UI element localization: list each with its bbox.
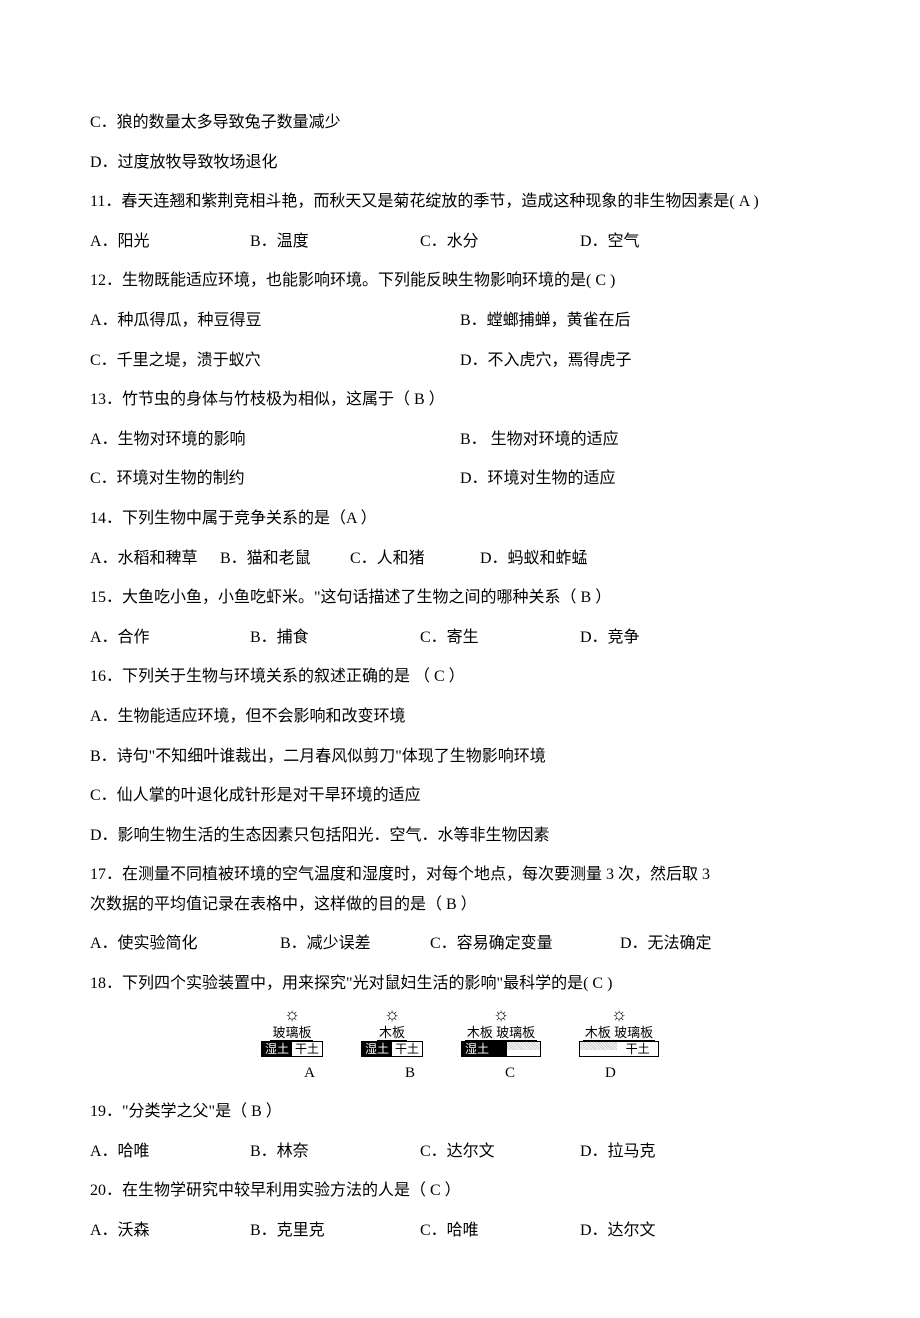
- q20-stem: 20．在生物学研究中较早利用实验方法的人是（ C ）: [90, 1178, 830, 1204]
- q12-stem: 12．生物既能适应环境，也能影响环境。下列能反映生物影响环境的是( C ): [90, 268, 830, 294]
- q11-options: A．阳光 B．温度 C．水分 D．空气: [90, 229, 830, 255]
- q14-opt-a: A．水稻和稗草: [90, 546, 220, 572]
- wet-soil: 湿土: [262, 1042, 292, 1056]
- q15-opt-a: A．合作: [90, 625, 250, 651]
- q12-opt-b: B．螳螂捕蝉，黄雀在后: [460, 308, 830, 334]
- q17-stem-line2: 次数据的平均值记录在表格中，这样做的目的是（ B ）: [90, 892, 830, 918]
- q12-opt-a: A．种瓜得瓜，种豆得豆: [90, 308, 460, 334]
- q11-opt-c: C．水分: [420, 229, 580, 255]
- q18-exp-a: ☼ 玻璃板 湿土 干土: [261, 1005, 323, 1058]
- wet-soil: 湿土: [462, 1042, 507, 1056]
- wet-soil: 湿土: [362, 1042, 392, 1056]
- q19-opt-d: D．拉马克: [580, 1139, 740, 1165]
- q18-diagram: ☼ 玻璃板 湿土 干土 ☼ 木板 湿土 干土 ☼ 木板 玻璃板 湿土 ☼: [90, 1005, 830, 1058]
- sun-icon: ☼: [384, 1005, 401, 1023]
- q14-stem: 14．下列生物中属于竞争关系的是（A ）: [90, 506, 830, 532]
- q17-opt-b: B．减少误差: [280, 931, 430, 957]
- q18-labels: A B C D: [90, 1061, 830, 1085]
- q13-opt-b: B． 生物对环境的适应: [460, 427, 830, 453]
- q14-opt-c: C．人和猪: [350, 546, 480, 572]
- gray-soil: [580, 1042, 617, 1050]
- q19-options: A．哈唯 B．林奈 C．达尔文 D．拉马克: [90, 1139, 830, 1165]
- q17-opt-c: C．容易确定变量: [430, 931, 620, 957]
- q14-opt-b: B．猫和老鼠: [220, 546, 350, 572]
- q18-exp-d: ☼ 木板 玻璃板 干土: [579, 1005, 659, 1058]
- q13-options-row1: A．生物对环境的影响 B． 生物对环境的适应: [90, 427, 830, 453]
- cover-label: 木板 玻璃板: [465, 1025, 537, 1042]
- q11-opt-b: B．温度: [250, 229, 420, 255]
- document-page: C．狼的数量太多导致兔子数量减少 D．过度放牧导致牧场退化 11．春天连翘和紫荆…: [0, 0, 920, 1318]
- q16-stem: 16．下列关于生物与环境关系的叙述正确的是 （ C ）: [90, 664, 830, 690]
- q13-opt-d: D．环境对生物的适应: [460, 466, 830, 492]
- q15-options: A．合作 B．捕食 C．寄生 D．竞争: [90, 625, 830, 651]
- q19-opt-c: C．达尔文: [420, 1139, 580, 1165]
- q18-label-c: C: [505, 1061, 515, 1085]
- q18-label-d: D: [605, 1061, 616, 1085]
- q13-stem: 13．竹节虫的身体与竹枝极为相似，这属于（ B ）: [90, 387, 830, 413]
- q17-stem-line1: 17．在测量不同植被环境的空气温度和湿度时，对每个地点，每次要测量 3 次，然后…: [90, 862, 830, 888]
- q15-opt-b: B．捕食: [250, 625, 420, 651]
- soil-box: 湿土: [461, 1041, 541, 1057]
- soil-box: 干土: [579, 1041, 659, 1057]
- q18-label-a: A: [304, 1061, 315, 1085]
- q15-opt-c: C．寄生: [420, 625, 580, 651]
- q20-options: A．沃森 B．克里克 C．哈唯 D．达尔文: [90, 1218, 830, 1244]
- q13-options-row2: C．环境对生物的制约 D．环境对生物的适应: [90, 466, 830, 492]
- sun-icon: ☼: [611, 1005, 628, 1023]
- q20-opt-b: B．克里克: [250, 1218, 420, 1244]
- q17-opt-a: A．使实验简化: [90, 931, 280, 957]
- q16-opt-b: B．诗句"不知细叶谁裁出，二月春风似剪刀"体现了生物影响环境: [90, 744, 830, 770]
- q19-opt-a: A．哈唯: [90, 1139, 250, 1165]
- q12-options-row2: C．千里之堤，溃于蚁穴 D．不入虎穴，焉得虎子: [90, 348, 830, 374]
- q13-opt-a: A．生物对环境的影响: [90, 427, 460, 453]
- dry-soil: 干土: [292, 1042, 322, 1056]
- q14-opt-d: D．蚂蚁和蚱蜢: [480, 546, 610, 572]
- q12-opt-c: C．千里之堤，溃于蚁穴: [90, 348, 460, 374]
- cover-label: 玻璃板: [270, 1025, 313, 1042]
- dry-soil: 干土: [392, 1042, 422, 1056]
- q19-stem: 19．"分类学之父"是（ B ）: [90, 1099, 830, 1125]
- q18-exp-b: ☼ 木板 湿土 干土: [361, 1005, 423, 1058]
- cover-label: 木板 玻璃板: [583, 1025, 655, 1042]
- q15-opt-d: D．竞争: [580, 625, 740, 651]
- q20-opt-c: C．哈唯: [420, 1218, 580, 1244]
- q16-opt-c: C．仙人掌的叶退化成针形是对干旱环境的适应: [90, 783, 830, 809]
- q10-option-d: D．过度放牧导致牧场退化: [90, 150, 830, 176]
- q12-opt-d: D．不入虎穴，焉得虎子: [460, 348, 830, 374]
- q16-opt-a: A．生物能适应环境，但不会影响和改变环境: [90, 704, 830, 730]
- q11-stem: 11．春天连翘和紫荆竞相斗艳，而秋天又是菊花绽放的季节，造成这种现象的非生物因素…: [90, 189, 830, 215]
- q12-options-row1: A．种瓜得瓜，种豆得豆 B．螳螂捕蝉，黄雀在后: [90, 308, 830, 334]
- q11-opt-d: D．空气: [580, 229, 740, 255]
- q20-opt-a: A．沃森: [90, 1218, 250, 1244]
- dry-soil: 干土: [617, 1042, 658, 1056]
- soil-box: 湿土 干土: [261, 1041, 323, 1057]
- q19-opt-b: B．林奈: [250, 1139, 420, 1165]
- q20-opt-d: D．达尔文: [580, 1218, 740, 1244]
- sun-icon: ☼: [284, 1005, 301, 1023]
- q15-stem: 15．大鱼吃小鱼，小鱼吃虾米。"这句话描述了生物之间的哪种关系（ B ）: [90, 585, 830, 611]
- q11-opt-a: A．阳光: [90, 229, 250, 255]
- q13-opt-c: C．环境对生物的制约: [90, 466, 460, 492]
- soil-box: 湿土 干土: [361, 1041, 423, 1057]
- q10-option-c: C．狼的数量太多导致兔子数量减少: [90, 110, 830, 136]
- q14-options: A．水稻和稗草 B．猫和老鼠 C．人和猪 D．蚂蚁和蚱蜢: [90, 546, 830, 572]
- q18-stem: 18．下列四个实验装置中，用来探究"光对鼠妇生活的影响"最科学的是( C ): [90, 971, 830, 997]
- q16-opt-d: D．影响生物生活的生态因素只包括阳光．空气．水等非生物因素: [90, 823, 830, 849]
- cover-label: 木板: [377, 1025, 407, 1042]
- q18-exp-c: ☼ 木板 玻璃板 湿土: [461, 1005, 541, 1058]
- sun-icon: ☼: [493, 1005, 510, 1023]
- q17-opt-d: D．无法确定: [620, 931, 712, 957]
- q17-options: A．使实验简化 B．减少误差 C．容易确定变量 D．无法确定: [90, 931, 830, 957]
- gray-soil: [507, 1042, 540, 1050]
- q18-label-b: B: [405, 1061, 415, 1085]
